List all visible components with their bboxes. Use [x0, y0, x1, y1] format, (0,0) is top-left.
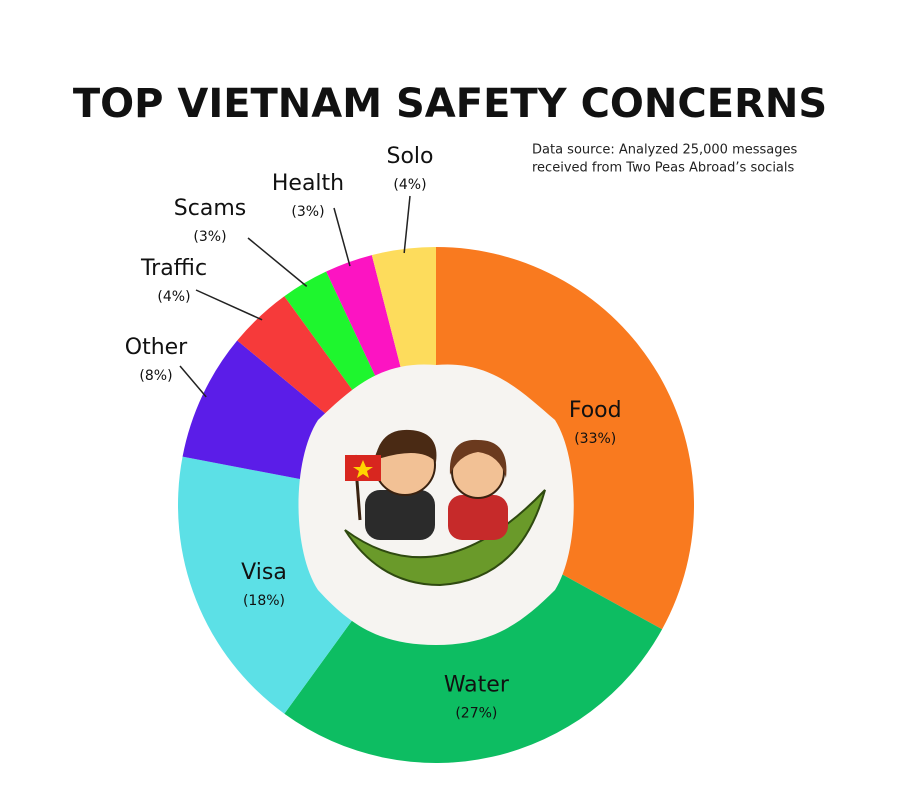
slice-label: Other — [125, 335, 188, 360]
slice-value-label: (4%) — [157, 289, 190, 305]
center-illustration — [298, 364, 574, 645]
slice-value-label: (18%) — [243, 593, 285, 609]
donut-slice — [371, 247, 436, 382]
source-note: received from Two Peas Abroad’s socials — [532, 161, 795, 176]
slice-value-label: (33%) — [574, 431, 616, 447]
donut-slice — [237, 296, 361, 424]
slice-value-label: (8%) — [139, 368, 172, 384]
person-hair — [375, 429, 437, 462]
leader-line — [195, 289, 263, 321]
slice-label: Health — [272, 171, 344, 196]
slice-value-label: (3%) — [291, 204, 324, 220]
slice-label: Food — [569, 398, 622, 423]
chart-title: TOP VIETNAM SAFETY CONCERNS — [73, 81, 827, 127]
leader-line — [179, 365, 207, 398]
slice-label: Solo — [387, 144, 434, 169]
slice-label: Scams — [174, 196, 246, 221]
leader-line — [247, 237, 308, 287]
donut-slice — [436, 247, 694, 630]
person-shirt — [448, 495, 508, 540]
slice-label: Traffic — [140, 256, 207, 281]
donut-slice — [284, 271, 382, 402]
slice-value-label: (27%) — [455, 706, 497, 722]
slice-value-label: (3%) — [193, 229, 226, 245]
donut-slice — [326, 255, 405, 390]
flag-star — [353, 460, 373, 478]
donut-slice — [284, 566, 663, 763]
center-background — [298, 364, 574, 645]
slice-label: Visa — [241, 560, 287, 585]
source-note: Data source: Analyzed 25,000 messages — [532, 143, 798, 158]
person-shirt — [365, 490, 435, 540]
leader-line — [403, 195, 411, 254]
slice-value-label: (4%) — [393, 177, 426, 193]
person-hair — [449, 439, 507, 478]
slice-label: Water — [444, 673, 510, 698]
donut — [178, 247, 694, 763]
pea-pod — [344, 489, 546, 587]
donut-slice — [178, 456, 361, 714]
donut-slice — [182, 340, 338, 482]
leader-line — [333, 207, 351, 267]
